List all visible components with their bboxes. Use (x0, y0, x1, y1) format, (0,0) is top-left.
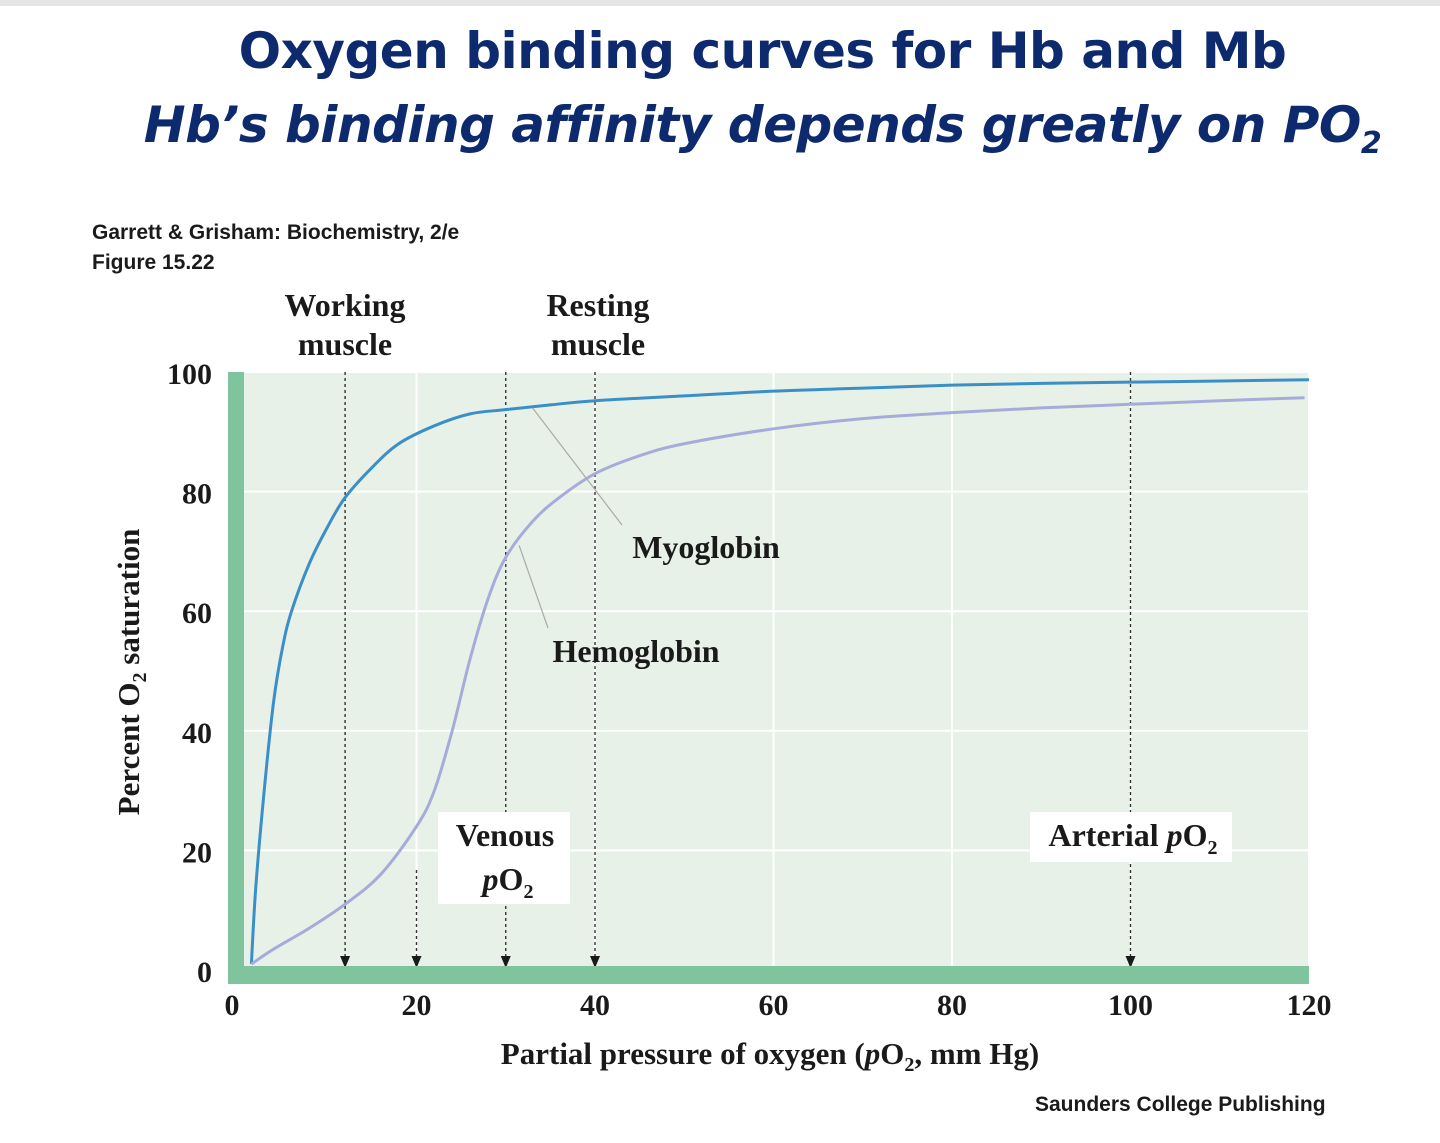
series-line-hemoglobin (250, 396, 1305, 966)
working-muscle-label-1: Working (285, 287, 406, 323)
marker-arrow (411, 956, 422, 968)
y-axis-title-end: saturation (111, 529, 146, 673)
x-tick-label: 100 (1108, 989, 1153, 1022)
x-tick-label: 20 (402, 989, 432, 1022)
y-tick-label: 40 (182, 717, 212, 750)
myoglobin-label: Myoglobin (632, 529, 780, 565)
y-tick-label: 20 (182, 836, 212, 869)
subtitle-subscript: 2 (1360, 126, 1382, 161)
venous-p: p (480, 861, 499, 897)
marker-arrow (340, 956, 351, 968)
myoglobin-leader-line (532, 407, 623, 526)
venous-o: O (499, 861, 524, 897)
arterial-sub: 2 (1208, 837, 1218, 859)
y-tick-label: 80 (182, 478, 212, 511)
y-tick-label: 100 (167, 358, 212, 391)
top-border (0, 0, 1440, 6)
y-axis-title-sub: 2 (129, 672, 151, 682)
venous-sub: 2 (523, 881, 533, 903)
marker-lines (340, 372, 1136, 968)
x-axis-band (228, 966, 1309, 984)
y-axis-title: Percent O2 saturation (111, 529, 151, 816)
venous-label-1: Venous (456, 817, 554, 853)
hemoglobin-label: Hemoglobin (552, 633, 719, 669)
hemoglobin-leader-line (518, 545, 549, 629)
series-line-myoglobin (249, 378, 1310, 965)
source-book: Garrett & Grisham: Biochemistry, 2/e (92, 221, 460, 244)
source-figure: Figure 15.22 (92, 251, 215, 274)
y-tick-label: 60 (182, 597, 212, 630)
arterial-p: p (1164, 817, 1183, 853)
x-axis-title-sub: 2 (904, 1054, 914, 1076)
x-axis-title-end: , mm Hg) (914, 1036, 1039, 1071)
venous-label-2: pO2 (480, 861, 534, 903)
y-axis-title-main: Percent O (111, 682, 146, 815)
resting-muscle-label-2: muscle (551, 326, 645, 362)
tick-labels: 0 20 40 60 80 100 120 0 20 40 60 80 100 (167, 358, 1332, 1022)
marker-arrow (1125, 956, 1136, 968)
x-tick-label: 120 (1287, 989, 1332, 1022)
marker-arrow (500, 956, 511, 968)
x-tick-label: 80 (937, 989, 967, 1022)
x-tick-label: 60 (759, 989, 789, 1022)
x-axis-title-o: O (880, 1036, 904, 1071)
arterial-label: Arterial pO2 (1048, 817, 1217, 859)
marker-arrow (590, 956, 600, 968)
x-tick-label: 40 (580, 989, 610, 1022)
y-axis-band (228, 372, 244, 984)
series-lines (249, 378, 1310, 966)
subtitle-main: Hbʼs binding affinity depends greatly on… (143, 96, 1362, 154)
resting-muscle-label-1: Resting (546, 287, 649, 323)
x-axis-title-main: Partial pressure of oxygen ( (501, 1036, 865, 1071)
x-axis-title: Partial pressure of oxygen (pO2, mm Hg) (501, 1036, 1039, 1076)
slide-title: Oxygen binding curves for Hb and Mb (238, 22, 1287, 80)
venous-label-bg (438, 812, 570, 904)
y-tick-label: 0 (197, 956, 212, 989)
x-tick-label: 0 (225, 989, 240, 1022)
source-publisher: Saunders College Publishing (1035, 1093, 1326, 1116)
working-muscle-label-2: muscle (298, 326, 392, 362)
arterial-o: O (1183, 817, 1208, 853)
arterial-main: Arterial (1048, 817, 1166, 853)
x-axis-title-p: p (862, 1036, 881, 1071)
slide-subtitle: Hbʼs binding affinity depends greatly on… (0, 96, 1440, 161)
arterial-label-bg (1030, 812, 1232, 862)
